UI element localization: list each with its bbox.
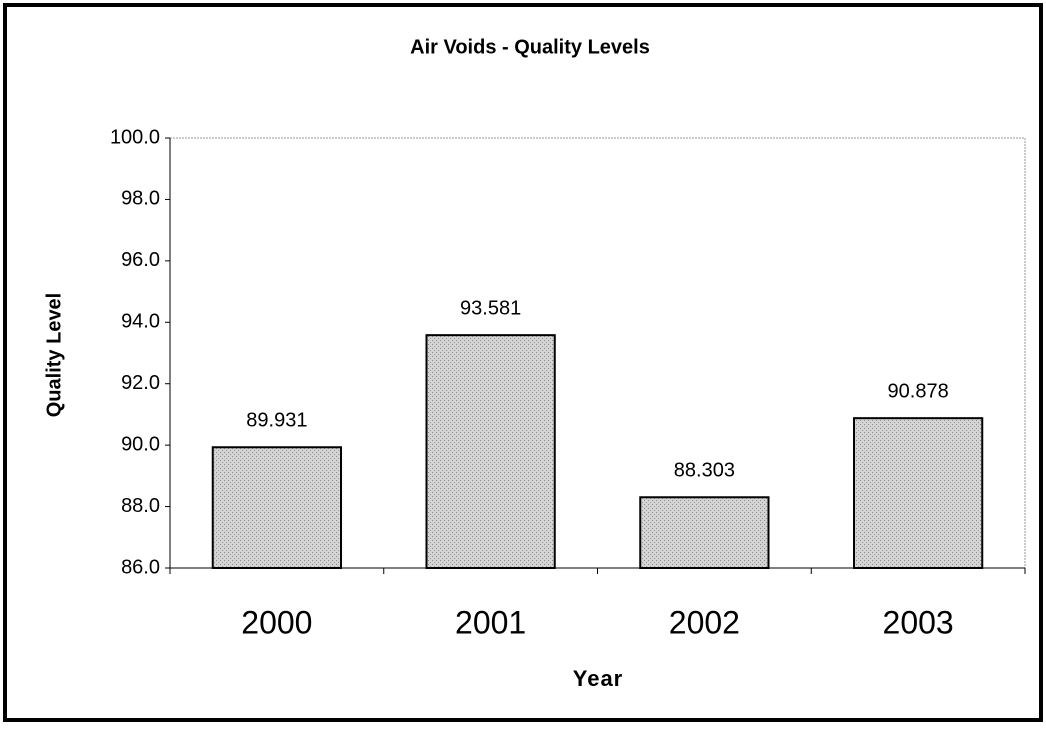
bar <box>211 446 342 569</box>
y-tick-label: 90.0 <box>121 433 160 455</box>
data-label: 90.878 <box>888 380 949 402</box>
x-tick-label: 2002 <box>669 604 740 640</box>
bar <box>425 334 556 569</box>
y-tick-label: 94.0 <box>121 311 160 333</box>
bar <box>639 496 770 570</box>
y-tick-label: 98.0 <box>121 188 160 210</box>
x-tick-label: 2000 <box>241 604 312 640</box>
x-tick-label: 2001 <box>455 604 526 640</box>
x-tick-label: 2003 <box>883 604 954 640</box>
y-tick-label: 100.0 <box>110 126 160 148</box>
data-label: 89.931 <box>246 410 307 432</box>
chart-title: Air Voids - Quality Levels <box>410 36 650 58</box>
y-tick-label: 86.0 <box>121 556 160 578</box>
bar <box>853 417 984 569</box>
y-tick-label: 92.0 <box>121 372 160 394</box>
data-label: 88.303 <box>674 460 735 482</box>
data-label: 93.581 <box>460 297 521 319</box>
y-axis-label: Quality Level <box>43 293 65 418</box>
x-axis-label: Year <box>573 666 624 691</box>
y-tick-label: 88.0 <box>121 495 160 517</box>
y-tick-label: 96.0 <box>121 249 160 271</box>
